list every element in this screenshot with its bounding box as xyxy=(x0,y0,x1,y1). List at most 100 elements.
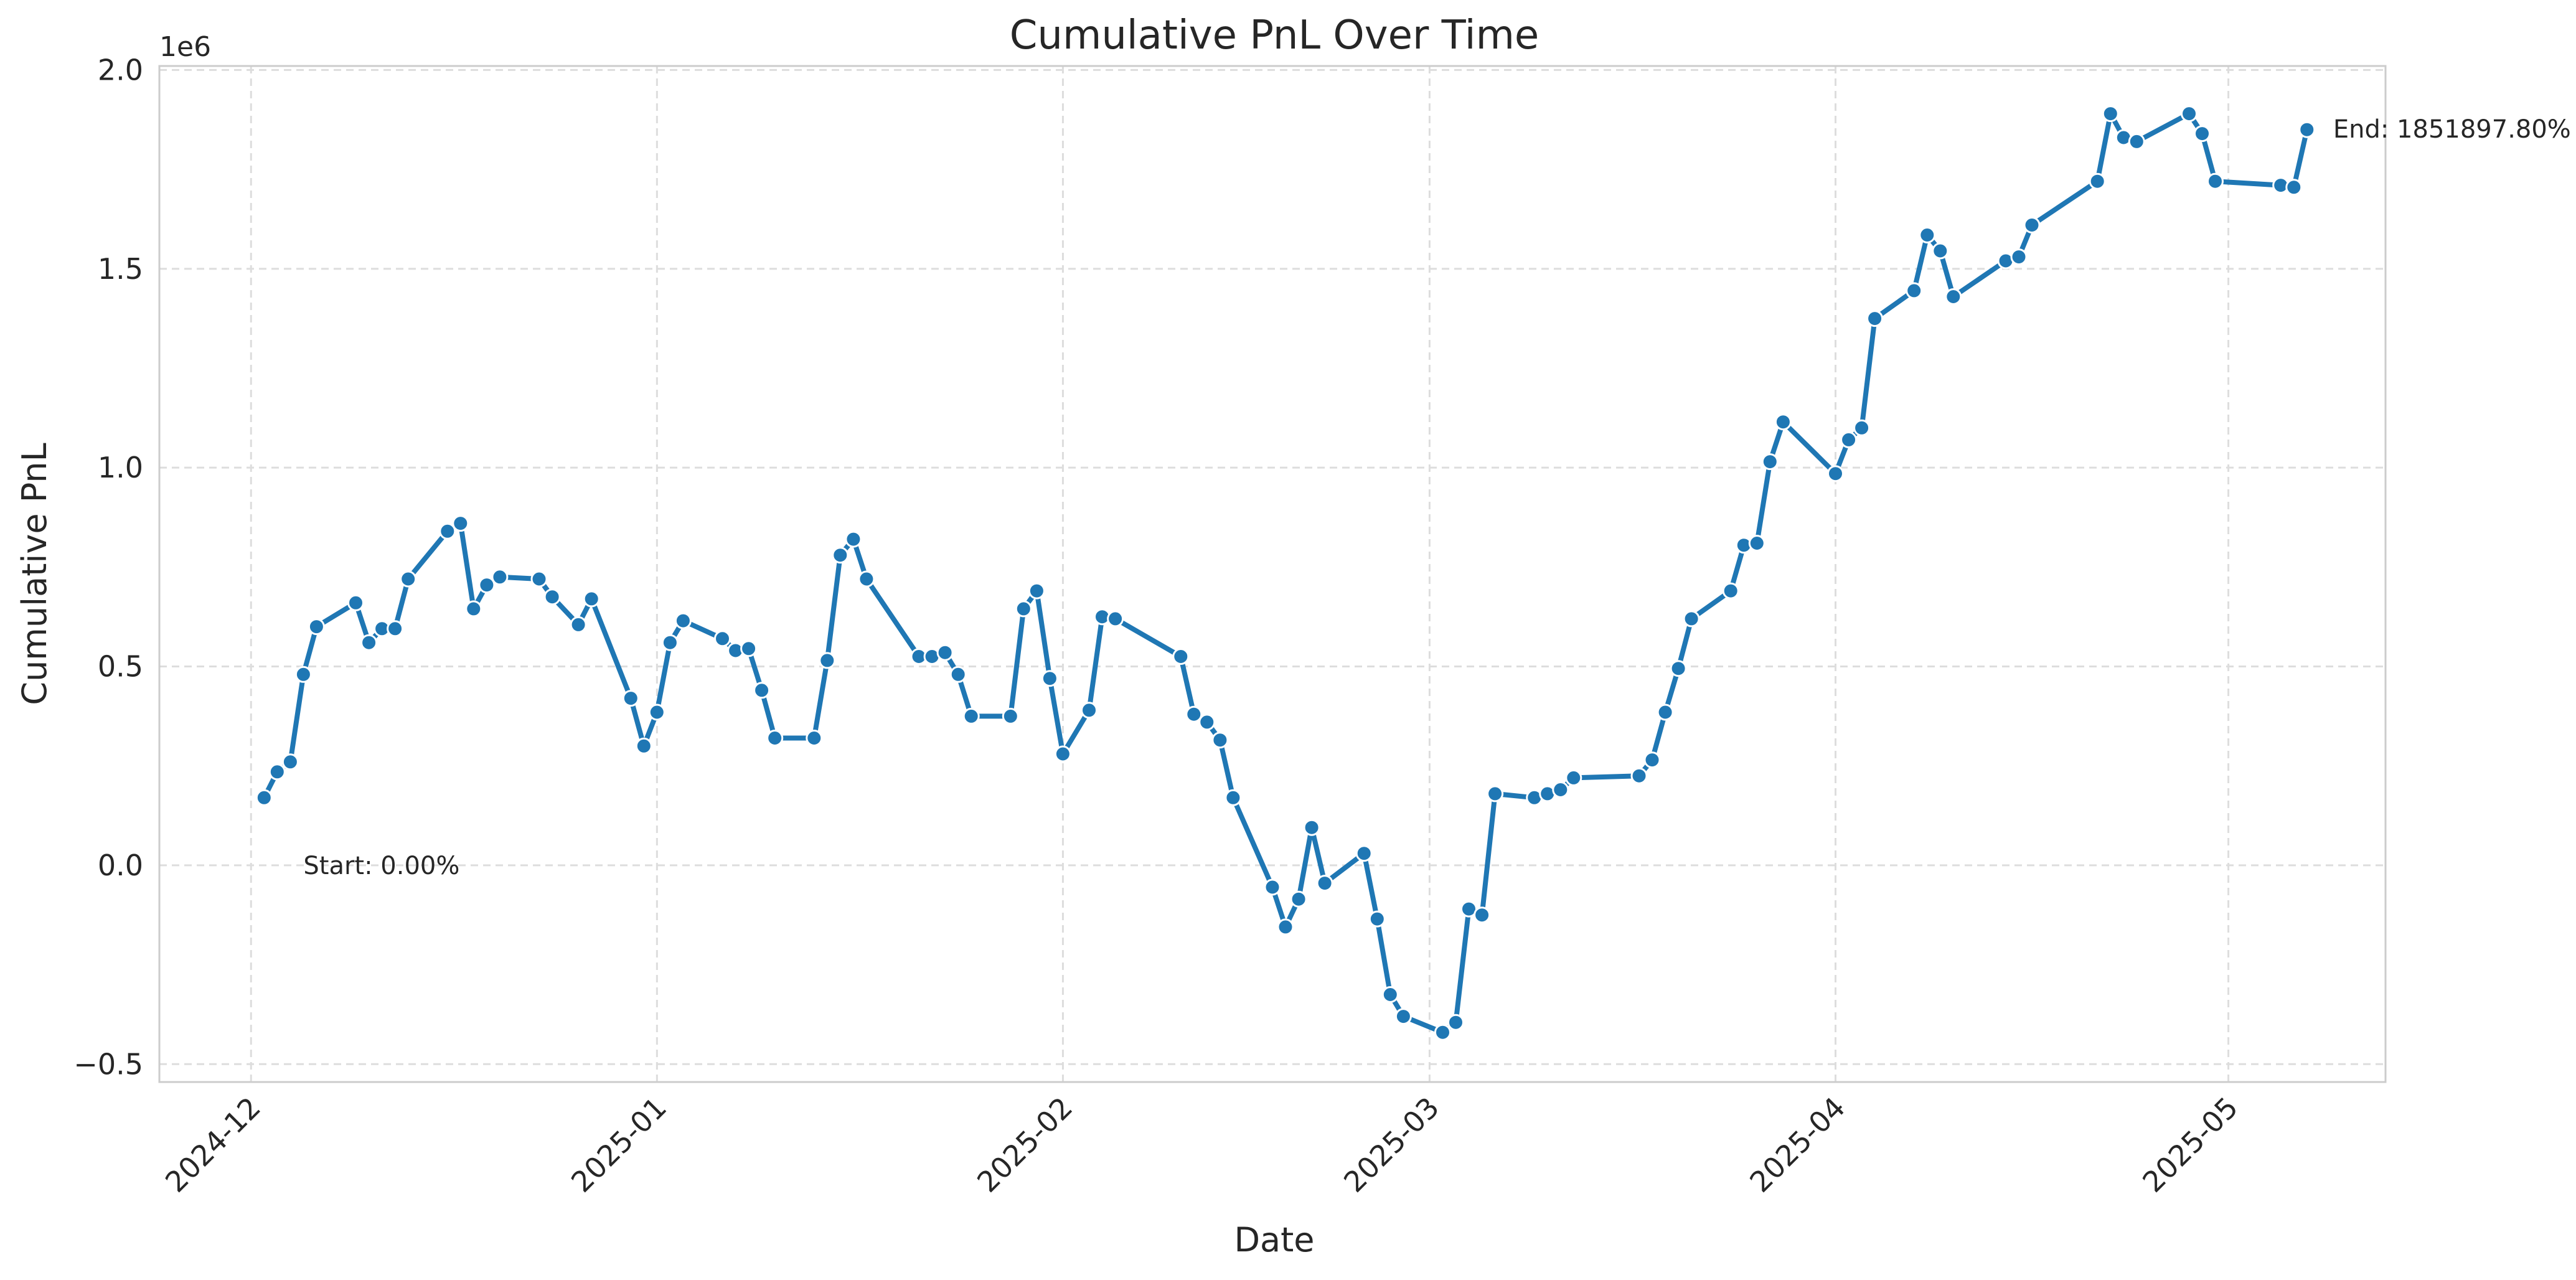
data-point-marker xyxy=(740,640,758,657)
y-tick-label: 0.5 xyxy=(98,650,143,684)
data-point-marker xyxy=(2298,121,2316,138)
data-point-marker xyxy=(255,789,273,806)
x-axis-label: Date xyxy=(1234,1220,1314,1259)
data-point-marker xyxy=(2194,125,2211,143)
data-point-marker xyxy=(1355,845,1373,862)
start-annotation: Start: 0.00% xyxy=(303,852,459,880)
data-point-marker xyxy=(661,634,679,651)
data-point-marker xyxy=(530,570,548,588)
data-point-marker xyxy=(2128,133,2145,150)
data-point-marker xyxy=(2102,105,2119,123)
data-point-marker xyxy=(622,690,639,707)
data-point-marker xyxy=(543,588,561,606)
data-point-marker xyxy=(583,590,600,608)
data-point-marker xyxy=(1316,875,1333,892)
data-point-marker xyxy=(1081,702,1098,719)
data-point-marker xyxy=(1919,227,1936,243)
data-point-marker xyxy=(1394,1008,1412,1025)
data-point-marker xyxy=(1670,660,1687,677)
data-point-marker xyxy=(753,682,771,699)
data-point-marker xyxy=(2285,179,2303,196)
data-point-marker xyxy=(570,616,587,633)
data-point-marker xyxy=(491,568,509,586)
data-point-marker xyxy=(1225,789,1242,806)
data-point-marker xyxy=(294,666,312,683)
data-point-marker xyxy=(674,612,692,629)
data-point-marker xyxy=(2089,172,2106,190)
data-point-marker xyxy=(1827,465,1844,482)
data-point-marker xyxy=(2010,248,2028,266)
data-point-marker xyxy=(2207,172,2224,190)
data-point-marker xyxy=(714,630,731,647)
data-point-marker xyxy=(962,707,980,725)
data-point-marker xyxy=(1002,707,1019,725)
data-point-marker xyxy=(1198,713,1216,731)
data-point-marker xyxy=(1185,705,1203,723)
data-point-marker xyxy=(360,634,378,651)
data-point-marker xyxy=(1866,310,1884,327)
data-point-marker xyxy=(1368,910,1386,928)
data-point-marker xyxy=(1211,732,1229,749)
y-axis-offset-text: 1e6 xyxy=(159,31,211,63)
data-point-marker xyxy=(1945,288,1962,305)
y-tick-label: 0.0 xyxy=(98,849,143,882)
data-point-marker xyxy=(1107,610,1124,628)
data-point-marker xyxy=(1657,704,1674,721)
data-point-marker xyxy=(1264,878,1281,896)
data-point-marker xyxy=(1565,769,1582,786)
data-point-marker xyxy=(1474,906,1491,924)
data-point-marker xyxy=(1722,582,1739,600)
data-point-marker xyxy=(465,600,482,618)
data-point-marker xyxy=(1748,535,1765,552)
data-point-marker xyxy=(1172,648,1190,665)
data-point-marker xyxy=(1290,890,1307,908)
data-point-marker xyxy=(347,594,364,611)
data-point-marker xyxy=(648,704,665,721)
chart-title: Cumulative PnL Over Time xyxy=(1010,12,1539,59)
data-point-marker xyxy=(1683,610,1700,628)
data-point-marker xyxy=(1054,745,1071,763)
data-point-marker xyxy=(949,666,967,683)
data-point-marker xyxy=(400,570,417,588)
data-point-marker xyxy=(2023,217,2041,233)
data-point-marker xyxy=(308,618,325,636)
grid-layer xyxy=(159,66,2386,1082)
data-point-marker xyxy=(845,530,862,548)
data-point-marker xyxy=(936,644,954,661)
data-point-marker xyxy=(806,730,823,746)
data-point-marker xyxy=(1015,600,1032,618)
data-point-marker xyxy=(439,522,456,540)
data-point-marker xyxy=(1447,1014,1464,1031)
data-point-marker xyxy=(1381,986,1399,1003)
data-point-marker xyxy=(1840,431,1858,448)
data-point-marker xyxy=(858,570,875,588)
end-annotation: End: 1851897.80% xyxy=(2333,115,2571,144)
data-point-marker xyxy=(1028,582,1045,600)
data-point-marker xyxy=(268,763,286,781)
data-point-marker xyxy=(452,515,469,532)
data-point-marker xyxy=(1643,751,1661,769)
data-point-marker xyxy=(478,576,496,594)
data-point-marker xyxy=(387,620,404,638)
data-point-marker xyxy=(281,753,299,771)
series-layer xyxy=(255,105,2316,1041)
y-tick-label: −0.5 xyxy=(73,1047,143,1081)
data-point-marker xyxy=(1932,242,1949,260)
data-point-marker xyxy=(1630,767,1648,784)
y-tick-label: 1.0 xyxy=(98,451,143,484)
data-point-marker xyxy=(1761,453,1779,471)
data-point-marker xyxy=(1277,918,1294,936)
data-point-marker xyxy=(1487,785,1504,802)
data-point-marker xyxy=(766,730,784,746)
data-point-marker xyxy=(2181,105,2198,123)
data-point-marker xyxy=(819,652,836,669)
data-point-marker xyxy=(1906,282,1923,299)
data-point-marker xyxy=(1434,1024,1451,1041)
data-point-marker xyxy=(832,547,849,564)
data-point-marker xyxy=(1774,413,1792,431)
data-point-marker xyxy=(1041,670,1058,687)
y-tick-label: 1.5 xyxy=(98,252,143,286)
data-point-marker xyxy=(1853,419,1871,436)
